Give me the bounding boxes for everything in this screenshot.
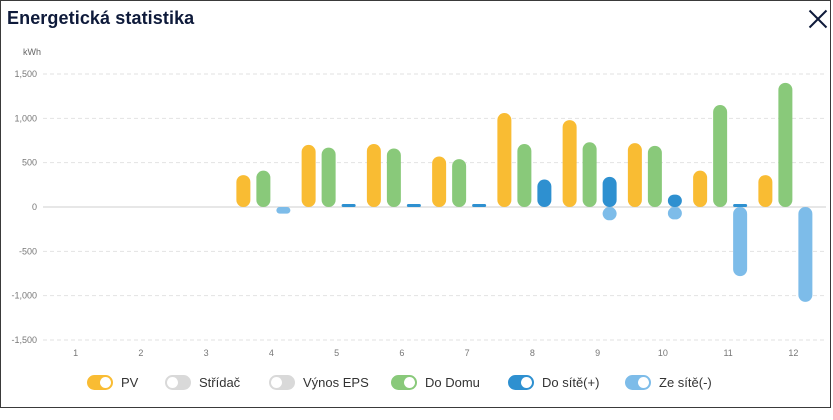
legend-label: Do Domu (425, 374, 480, 390)
y-tick-label: 500 (22, 158, 37, 168)
dialog-title: Energetická statistika (7, 8, 195, 28)
bar-do-s-t-6 (406, 204, 421, 207)
bar-do-s-t-5 (341, 204, 356, 207)
bar-pv-12 (758, 175, 773, 207)
x-tick-label: 5 (334, 348, 339, 358)
bar-pv-4 (236, 175, 251, 207)
bar-do-s-t-7 (472, 204, 487, 207)
x-tick-label: 2 (138, 348, 143, 358)
y-tick-label: -1,000 (11, 291, 37, 301)
x-tick-label: 1 (73, 348, 78, 358)
legend-toggle-icon[interactable] (269, 374, 295, 390)
bar-pv-8 (497, 113, 512, 207)
legend-toggle-icon[interactable] (625, 374, 651, 390)
legend-item-5[interactable]: Ze sítě(-) (625, 371, 712, 393)
bar-ze-s-t-9 (602, 207, 617, 221)
bar-do-s-t-11 (733, 204, 748, 207)
bar-do-domu-7 (452, 159, 467, 207)
x-tick-label: 3 (204, 348, 209, 358)
bar-do-domu-5 (321, 147, 336, 207)
legend-label: Ze sítě(-) (659, 374, 712, 390)
bar-ze-s-t-4 (276, 207, 291, 214)
legend-label: PV (121, 374, 139, 390)
bar-do-domu-9 (582, 142, 597, 207)
x-tick-label: 6 (399, 348, 404, 358)
bar-ze-s-t-10 (667, 207, 682, 220)
y-tick-label: -500 (19, 246, 37, 256)
x-tick-label: 9 (595, 348, 600, 358)
bar-do-s-t-9 (602, 176, 617, 207)
bar-do-domu-10 (647, 145, 662, 207)
y-tick-label: 1,500 (14, 69, 37, 79)
legend-toggle-icon[interactable] (508, 374, 534, 390)
bar-pv-9 (562, 120, 577, 207)
x-tick-label: 8 (530, 348, 535, 358)
bar-do-domu-6 (386, 148, 401, 207)
legend-toggle-icon[interactable] (165, 374, 191, 390)
legend-item-4[interactable]: Do sítě(+) (508, 371, 599, 393)
bar-do-s-t-10 (667, 194, 682, 207)
bar-do-domu-4 (256, 170, 271, 207)
legend-label: Střídač (199, 374, 241, 390)
legend-item-0[interactable]: PV (87, 371, 138, 393)
legend-item-2[interactable]: Výnos EPS (269, 371, 369, 393)
legend-toggle-icon[interactable] (87, 374, 113, 390)
bar-do-domu-12 (778, 82, 793, 207)
bar-pv-6 (366, 144, 381, 207)
x-tick-label: 10 (658, 348, 668, 358)
legend-toggle-icon[interactable] (391, 374, 417, 390)
bar-do-s-t-8 (537, 179, 552, 207)
bar-do-domu-8 (517, 144, 532, 207)
legend-item-1[interactable]: Střídač (165, 371, 240, 393)
x-tick-label: 7 (465, 348, 470, 358)
energy-statistics-dialog: Energetická statistika kWh 1,500 1,000 500… (0, 0, 831, 408)
bar-ze-s-t-12 (798, 207, 813, 302)
y-tick-label: -1,500 (11, 335, 37, 345)
chart-legend: PV Střídač Výnos EPS Do Domu Do sítě(+) Ze sí… (1, 371, 801, 393)
bar-pv-11 (693, 170, 708, 207)
bar-ze-s-t-11 (733, 207, 748, 277)
x-tick-label: 11 (723, 348, 732, 358)
bar-pv-7 (432, 156, 447, 207)
y-tick-label: 0 (32, 202, 37, 212)
y-tick-label: 1,000 (14, 113, 37, 123)
x-tick-label: 12 (788, 348, 798, 358)
bar-do-domu-11 (713, 105, 728, 207)
bar-pv-5 (301, 144, 316, 207)
y-axis-unit: kWh (23, 47, 41, 57)
bar-pv-10 (627, 143, 642, 207)
legend-label: Výnos EPS (303, 374, 369, 390)
legend-label: Do sítě(+) (542, 374, 600, 390)
x-tick-label: 4 (269, 348, 274, 358)
legend-item-3[interactable]: Do Domu (391, 371, 480, 393)
